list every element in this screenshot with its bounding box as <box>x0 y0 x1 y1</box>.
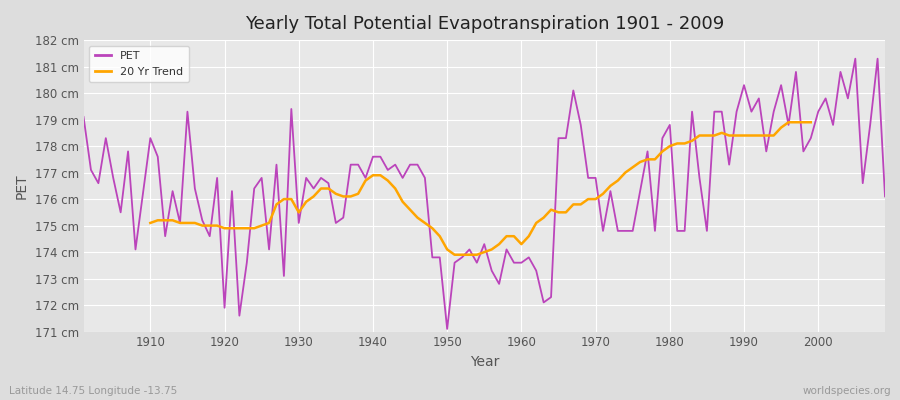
X-axis label: Year: Year <box>470 355 499 369</box>
Y-axis label: PET: PET <box>15 173 29 199</box>
Text: worldspecies.org: worldspecies.org <box>803 386 891 396</box>
Title: Yearly Total Potential Evapotranspiration 1901 - 2009: Yearly Total Potential Evapotranspiratio… <box>245 15 724 33</box>
Text: Latitude 14.75 Longitude -13.75: Latitude 14.75 Longitude -13.75 <box>9 386 177 396</box>
Legend: PET, 20 Yr Trend: PET, 20 Yr Trend <box>89 46 189 82</box>
